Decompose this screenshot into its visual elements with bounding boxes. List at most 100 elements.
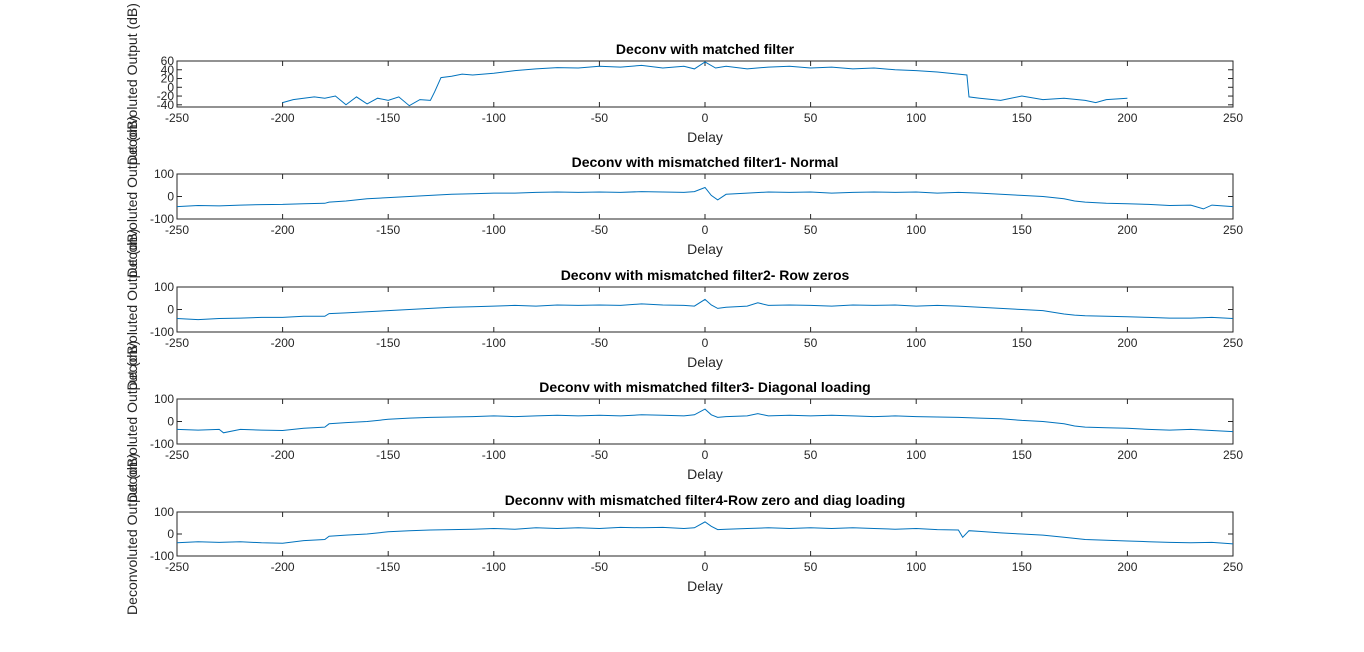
y-tick-label: 40 xyxy=(161,63,175,77)
y-tick-label: 100 xyxy=(154,280,174,294)
axes-box xyxy=(176,286,1234,333)
x-tick-label: 200 xyxy=(1117,111,1137,125)
x-tick-label: 150 xyxy=(1012,223,1032,237)
x-tick-label: 200 xyxy=(1117,336,1137,350)
x-tick-label: -250 xyxy=(165,336,189,350)
x-tick-label: -200 xyxy=(271,111,295,125)
axes-box xyxy=(176,511,1234,557)
y-tick-label: 0 xyxy=(167,303,174,317)
chart-title: Deconv with matched filter xyxy=(616,41,795,57)
x-tick-label: 150 xyxy=(1012,111,1032,125)
subplot-1: -250 -200 -150 -100 -50 0 50 100 150 200 250604020… xyxy=(124,3,1243,165)
x-tick-label: -250 xyxy=(165,223,189,237)
x-tick-label: -100 xyxy=(482,223,506,237)
x-tick-label: 150 xyxy=(1012,448,1032,462)
x-tick-label: -150 xyxy=(376,560,400,574)
x-tick-label: 100 xyxy=(906,560,926,574)
x-tick-label: -100 xyxy=(482,111,506,125)
y-tick-label: -100 xyxy=(150,325,174,339)
axes-box xyxy=(176,60,1234,108)
y-tick-label: 0 xyxy=(167,415,174,429)
y-axis-label: Deconvoluted Output (dB) xyxy=(124,453,140,615)
x-tick-label: 250 xyxy=(1223,336,1243,350)
x-tick-label: 0 xyxy=(702,111,709,125)
x-tick-label: -250 xyxy=(165,111,189,125)
axes-box xyxy=(176,398,1234,445)
subplot-5: -250 -200 -150 -100 -50 0 50 100 150 200 250 100 0 -1… xyxy=(124,453,1243,615)
x-tick-label: -100 xyxy=(482,336,506,350)
x-tick-label: 150 xyxy=(1012,560,1032,574)
y-tick-label: 60 xyxy=(161,54,175,68)
x-tick-label: 250 xyxy=(1223,223,1243,237)
x-tick-label: 250 xyxy=(1223,111,1243,125)
x-axis-label: Delay xyxy=(687,354,723,370)
y-tick-label: -100 xyxy=(150,549,174,563)
x-tick-label: -150 xyxy=(376,223,400,237)
y-axis-label: Deconvoluted Output (dB) xyxy=(124,341,140,503)
x-tick-label: 50 xyxy=(804,448,818,462)
x-tick-label: -50 xyxy=(591,448,609,462)
subplot-3: -250 -200 -150 -100 -50 0 50 100 150 200 250 100 0 -1… xyxy=(124,229,1243,391)
x-axis-label: Delay xyxy=(687,241,723,257)
x-tick-label: 50 xyxy=(804,336,818,350)
x-tick-label: -100 xyxy=(482,448,506,462)
x-tick-label: -200 xyxy=(271,560,295,574)
x-tick-label: 0 xyxy=(702,223,709,237)
subplot-2: -250 -200 -150 -100 -50 0 50 100 150 200 250 100 0 -1… xyxy=(124,116,1243,278)
subplot-4: -250 -200 -150 -100 -50 0 50 100 150 200 250 100 0 -1… xyxy=(124,341,1243,503)
y-tick-label: 100 xyxy=(154,505,174,519)
x-tick-label: 200 xyxy=(1117,448,1137,462)
y-tick-label: 100 xyxy=(154,167,174,181)
x-tick-label: 50 xyxy=(804,223,818,237)
y-tick-label: 0 xyxy=(167,80,174,94)
x-tick-label: 200 xyxy=(1117,560,1137,574)
y-tick-label: 0 xyxy=(167,527,174,541)
x-tick-label: -50 xyxy=(591,111,609,125)
chart-title: Deconv with mismatched filter1- Normal xyxy=(572,154,839,170)
series-line xyxy=(176,521,1234,545)
series-line xyxy=(176,186,1234,210)
axes-box xyxy=(176,173,1234,220)
y-tick-label: -100 xyxy=(150,437,174,451)
chart-title: Deconv with mismatched filter2- Row zero… xyxy=(561,267,850,283)
x-tick-label: -250 xyxy=(165,448,189,462)
x-tick-label: -200 xyxy=(271,223,295,237)
x-tick-label: 250 xyxy=(1223,448,1243,462)
x-tick-label: -50 xyxy=(591,336,609,350)
y-tick-label: 100 xyxy=(154,392,174,406)
x-tick-label: 0 xyxy=(702,448,709,462)
x-tick-label: -50 xyxy=(591,560,609,574)
x-tick-label: -200 xyxy=(271,448,295,462)
x-tick-label: 100 xyxy=(906,111,926,125)
x-tick-label: 250 xyxy=(1223,560,1243,574)
x-tick-label: -200 xyxy=(271,336,295,350)
x-tick-label: 50 xyxy=(804,111,818,125)
x-tick-label: -50 xyxy=(591,223,609,237)
x-tick-label: -150 xyxy=(376,111,400,125)
chart-title: Deconv with mismatched filter3- Diagonal… xyxy=(539,379,870,395)
x-tick-label: 200 xyxy=(1117,223,1137,237)
x-tick-label: -100 xyxy=(482,560,506,574)
x-tick-label: -250 xyxy=(165,560,189,574)
x-tick-label: 150 xyxy=(1012,336,1032,350)
y-axis-label: Deconvoluted Output (dB) xyxy=(124,3,140,165)
x-axis-label: Delay xyxy=(687,578,723,594)
y-tick-label: -40 xyxy=(157,98,175,112)
x-tick-label: 100 xyxy=(906,336,926,350)
x-tick-label: -150 xyxy=(376,336,400,350)
chart-title: Deconnv with mismatched filter4-Row zero… xyxy=(505,492,906,508)
x-tick-label: -150 xyxy=(376,448,400,462)
y-tick-label: 20 xyxy=(161,72,175,86)
x-axis-label: Delay xyxy=(687,466,723,482)
x-tick-label: 0 xyxy=(702,336,709,350)
series-line xyxy=(176,408,1234,434)
y-tick-label: -20 xyxy=(157,89,175,103)
x-tick-label: 50 xyxy=(804,560,818,574)
y-tick-label: -100 xyxy=(150,212,174,226)
x-tick-label: 100 xyxy=(906,448,926,462)
y-axis-label: Deconvoluted Output (dB) xyxy=(124,229,140,391)
series-line xyxy=(282,61,1128,107)
x-tick-label: 100 xyxy=(906,223,926,237)
y-tick-label: 0 xyxy=(167,190,174,204)
